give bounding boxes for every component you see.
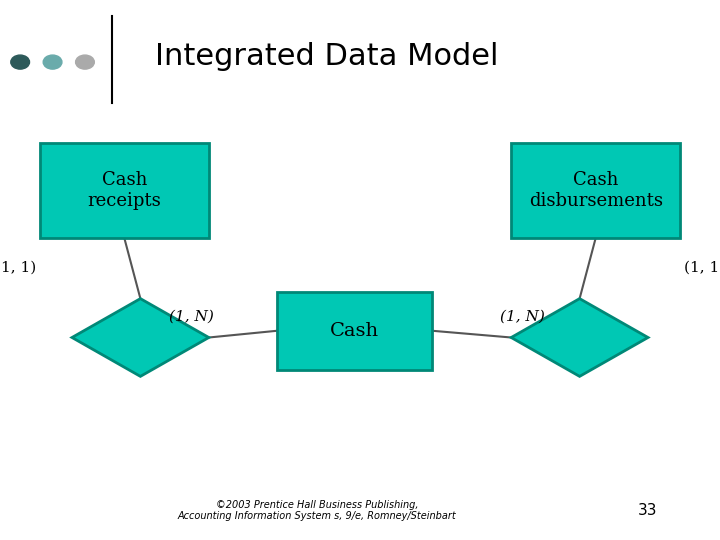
Polygon shape [511, 299, 648, 376]
Text: Cash
receipts: Cash receipts [87, 171, 161, 210]
Text: (1, 1): (1, 1) [0, 261, 36, 275]
Circle shape [43, 55, 62, 69]
FancyBboxPatch shape [277, 292, 432, 370]
FancyBboxPatch shape [40, 143, 209, 238]
Text: Cash: Cash [330, 322, 379, 340]
Text: Integrated Data Model: Integrated Data Model [155, 42, 498, 71]
Text: (1, N): (1, N) [500, 310, 545, 324]
Text: Cash
disbursements: Cash disbursements [528, 171, 663, 210]
Circle shape [11, 55, 30, 69]
FancyBboxPatch shape [511, 143, 680, 238]
Text: (1, 1): (1, 1) [684, 261, 720, 275]
Circle shape [76, 55, 94, 69]
Text: ©2003 Prentice Hall Business Publishing,
Accounting Information System s, 9/e, R: ©2003 Prentice Hall Business Publishing,… [177, 500, 456, 521]
Text: 33: 33 [638, 503, 658, 518]
Text: (1, N): (1, N) [169, 310, 215, 324]
Polygon shape [72, 299, 209, 376]
